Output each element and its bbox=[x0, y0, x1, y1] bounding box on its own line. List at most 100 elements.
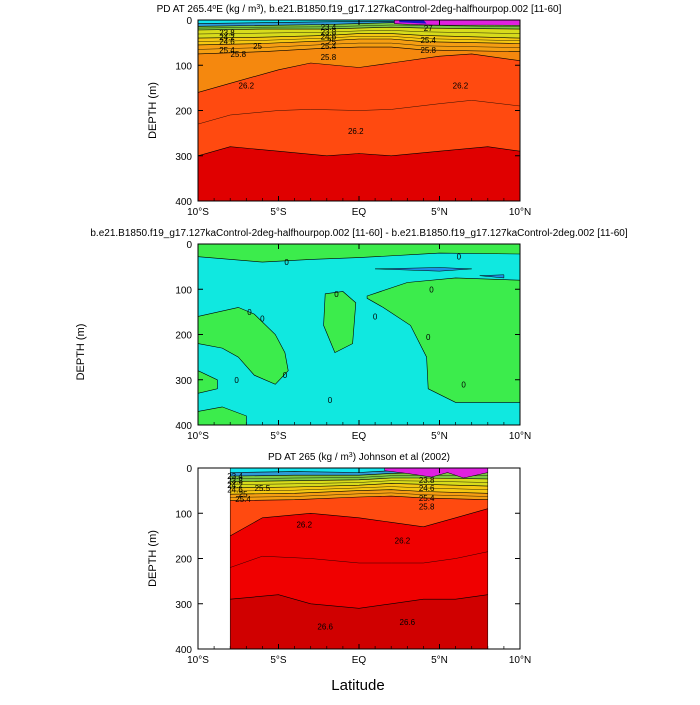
y-tick-label: 0 bbox=[186, 240, 192, 251]
contour-line-26.2 bbox=[230, 594, 488, 609]
contour-label: 0 bbox=[429, 285, 434, 294]
contour-label: 25.4 bbox=[219, 46, 235, 55]
contour-line-23.8 bbox=[198, 26, 520, 31]
contour-label: 0 bbox=[457, 253, 462, 262]
contour-label: 24.2 bbox=[219, 33, 235, 42]
contour-label: 26.2 bbox=[395, 536, 411, 545]
contour-label: 24.6 bbox=[219, 38, 235, 47]
y-tick-label: 400 bbox=[175, 197, 192, 208]
x-tick-label: 10°S bbox=[187, 207, 209, 218]
contour-label: 0 bbox=[328, 396, 333, 405]
dense-surface-core bbox=[399, 20, 427, 24]
contour-line-minor bbox=[230, 492, 488, 498]
x-tick-label: EQ bbox=[352, 655, 367, 666]
contour-label: 0 bbox=[260, 315, 265, 324]
chart-title-part: E (kg / m bbox=[216, 4, 256, 15]
chart-title: PD AT 265 (kg / m3) Johnson et al (2002) bbox=[268, 452, 450, 464]
x-tick-label: EQ bbox=[352, 431, 367, 442]
contour-label: 26.2 bbox=[239, 82, 255, 91]
y-tick-label: 0 bbox=[186, 464, 192, 475]
contour-line-minor bbox=[230, 486, 488, 492]
x-tick-label: 10°N bbox=[509, 431, 531, 442]
difference-region-3 bbox=[366, 277, 520, 403]
contour-label: 24.2 bbox=[227, 481, 243, 490]
contour-label: 25.4 bbox=[420, 36, 436, 45]
contour-line-25.8 bbox=[198, 53, 520, 93]
contour-line-26.2 bbox=[198, 146, 520, 157]
contour-label: 0 bbox=[334, 290, 339, 299]
data-extent-frame bbox=[229, 468, 489, 649]
contour-line-minor bbox=[198, 30, 520, 35]
x-tick-label: 10°N bbox=[509, 207, 531, 218]
x-tick-label: 5°S bbox=[270, 431, 287, 442]
contour-label: 0 bbox=[284, 258, 289, 267]
x-tick-label: 5°S bbox=[270, 655, 287, 666]
contour-label: 27 bbox=[424, 24, 433, 33]
negative-difference-region bbox=[479, 274, 505, 279]
x-tick-label: 10°S bbox=[187, 431, 209, 442]
y-axis-label: DEPTH (m) bbox=[147, 82, 159, 139]
y-tick-label: 200 bbox=[175, 107, 192, 118]
chart-title: PD AT 265.4oE (kg / m3), b.e21.B1850.f19… bbox=[157, 4, 562, 16]
x-tick-label: 5°S bbox=[270, 207, 287, 218]
contour-label: 25 bbox=[327, 37, 336, 46]
contour-label: 0 bbox=[283, 371, 288, 380]
contour-label: 23.8 bbox=[321, 28, 337, 37]
contour-label: 24.6 bbox=[321, 33, 337, 42]
y-tick-label: 100 bbox=[175, 509, 192, 520]
difference-region-2 bbox=[323, 291, 357, 354]
y-tick-label: 200 bbox=[175, 331, 192, 342]
contour-label: 0 bbox=[247, 308, 252, 317]
x-tick-label: 10°S bbox=[187, 655, 209, 666]
contour-label: 0 bbox=[461, 380, 466, 389]
contour-line-25 bbox=[230, 489, 488, 495]
chart-panel-1: 23.824.224.625.425.82523.423.824.62525.4… bbox=[147, 4, 562, 219]
contour-label: 25 bbox=[253, 42, 262, 51]
contour-label: 26.2 bbox=[453, 82, 469, 91]
contour-line-25.4 bbox=[230, 495, 488, 501]
chart-title: b.e21.B1850.f19_g17.127kaControl-2deg-ha… bbox=[90, 228, 627, 239]
contour-label: 0 bbox=[234, 376, 239, 385]
common-x-axis-label: Latitude bbox=[331, 677, 384, 694]
y-tick-label: 300 bbox=[175, 600, 192, 611]
y-tick-label: 400 bbox=[175, 645, 192, 656]
contour-label: 26.6 bbox=[400, 618, 416, 627]
contour-line-25.8 bbox=[230, 508, 488, 537]
contour-label: 26.2 bbox=[348, 127, 364, 136]
contour-label: 24.6 bbox=[419, 484, 435, 493]
contour-label: 23.4 bbox=[321, 23, 337, 32]
y-tick-label: 0 bbox=[186, 16, 192, 27]
contour-label: 25.8 bbox=[420, 46, 436, 55]
x-tick-label: 5°N bbox=[431, 431, 448, 442]
chart-panel-3: 23.423.824.224.62525.425.526.226.226.626… bbox=[147, 452, 531, 667]
contour-label: 0 bbox=[426, 333, 431, 342]
contour-label: 23.8 bbox=[227, 477, 243, 486]
contour-label: 23.4 bbox=[227, 472, 243, 481]
contour-label: 25.4 bbox=[321, 42, 337, 51]
contour-line-minor bbox=[198, 100, 520, 125]
y-tick-label: 200 bbox=[175, 555, 192, 566]
chart-title-part: 3 bbox=[256, 4, 260, 11]
y-tick-label: 300 bbox=[175, 152, 192, 163]
contour-label: 25 bbox=[239, 490, 248, 499]
x-tick-label: 5°N bbox=[431, 207, 448, 218]
contour-label: 25.8 bbox=[419, 502, 435, 511]
x-tick-label: 5°N bbox=[431, 655, 448, 666]
y-tick-label: 100 bbox=[175, 61, 192, 72]
difference-region-5 bbox=[198, 406, 247, 425]
contour-line-25.4 bbox=[198, 46, 520, 55]
chart-title-part: ), b.e21.B1850.f19_g17.127kaControl-2deg… bbox=[260, 4, 561, 15]
chart-title-part: PD AT 265 (kg / m bbox=[268, 452, 349, 463]
plot-area bbox=[198, 244, 520, 425]
contour-label: 25.4 bbox=[235, 495, 251, 504]
contour-line-24.6 bbox=[198, 33, 520, 39]
y-tick-label: 300 bbox=[175, 376, 192, 387]
x-tick-label: EQ bbox=[352, 207, 367, 218]
plot-area bbox=[198, 468, 520, 649]
contour-label: 25.5 bbox=[255, 484, 271, 493]
contour-line-minor bbox=[230, 551, 488, 568]
contour-line-minor bbox=[198, 24, 520, 29]
